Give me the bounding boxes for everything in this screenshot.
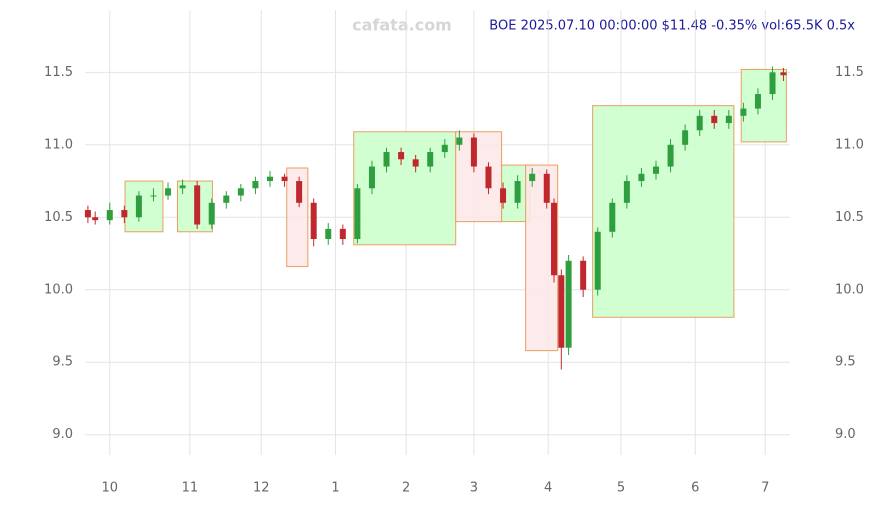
candle-body <box>441 144 448 153</box>
candle-body <box>179 185 186 189</box>
candle-body <box>412 159 419 167</box>
candle-body <box>150 195 157 197</box>
candle-body <box>237 188 244 196</box>
y-tick-label: 9.0 <box>835 427 856 442</box>
candle-body <box>92 217 99 221</box>
candle-body <box>325 228 332 240</box>
candle-body <box>368 166 375 189</box>
candle-body <box>485 166 492 189</box>
x-tick-label: 10 <box>101 481 118 496</box>
y-tick-label: 9.0 <box>52 427 73 442</box>
y-tick-label: 10.0 <box>44 282 73 297</box>
y-tick-label: 10.0 <box>835 282 864 297</box>
candle-body <box>609 202 616 232</box>
candle-body <box>194 185 201 225</box>
candle-body <box>514 181 521 203</box>
zone <box>124 180 164 233</box>
zone <box>286 167 309 268</box>
candle-body <box>529 173 536 182</box>
y-tick-label: 11.5 <box>44 65 73 80</box>
candle-body <box>427 152 434 167</box>
x-tick-label: 1 <box>331 481 339 496</box>
candle-body <box>711 115 718 124</box>
candle-body <box>121 210 128 218</box>
candle-body <box>456 137 463 145</box>
candle-body <box>594 231 601 290</box>
zone <box>455 131 503 223</box>
zone <box>592 105 735 318</box>
x-tick-label: 6 <box>691 481 699 496</box>
candle-body <box>580 260 587 290</box>
y-tick-label: 9.5 <box>835 355 856 370</box>
candle-body <box>296 181 303 203</box>
candle-body <box>470 137 477 167</box>
x-tick-label: 7 <box>761 481 769 496</box>
candle-body <box>558 275 565 348</box>
candle-body <box>543 173 550 203</box>
candle-body <box>769 72 776 95</box>
candle-body <box>252 181 259 189</box>
x-tick-label: 5 <box>617 481 625 496</box>
candle-body <box>740 108 747 116</box>
candle-body <box>135 195 142 218</box>
candle-body <box>281 176 288 182</box>
zone <box>740 68 787 143</box>
candle-body <box>754 94 761 109</box>
x-tick-label: 2 <box>402 481 410 496</box>
candle-body <box>383 152 390 167</box>
candle-body <box>223 195 230 203</box>
candle-body <box>339 228 346 240</box>
candle-body <box>638 173 645 182</box>
x-tick-label: 11 <box>182 481 199 496</box>
x-tick-label: 3 <box>470 481 478 496</box>
y-tick-label: 11.5 <box>835 65 864 80</box>
candle-body <box>165 188 172 196</box>
candle-body <box>652 166 659 174</box>
candle-body <box>682 130 689 145</box>
y-tick-label: 11.0 <box>44 137 73 152</box>
candle-body <box>266 176 273 182</box>
y-tick-label: 9.5 <box>52 355 73 370</box>
candle-body <box>565 260 572 348</box>
candle-body <box>310 202 317 240</box>
candle-body <box>623 181 630 203</box>
chart-title: BOE 2025.07.10 00:00:00 $11.48 -0.35% vo… <box>489 19 855 34</box>
y-tick-label: 10.5 <box>44 210 73 225</box>
candle-body <box>780 72 787 76</box>
candle-body <box>696 115 703 131</box>
candle-body <box>106 210 113 221</box>
candle-body <box>84 210 91 218</box>
candle-body <box>208 202 215 225</box>
y-tick-label: 11.0 <box>835 137 864 152</box>
y-tick-label: 10.5 <box>835 210 864 225</box>
candle-body <box>725 115 732 124</box>
watermark: cafata.com <box>352 16 452 35</box>
candle-body <box>398 152 405 160</box>
candle-body <box>667 144 674 167</box>
candle-body <box>354 188 361 240</box>
candle-body <box>551 202 558 276</box>
candle-body <box>500 188 507 203</box>
x-tick-label: 4 <box>544 481 552 496</box>
x-tick-label: 12 <box>253 481 270 496</box>
